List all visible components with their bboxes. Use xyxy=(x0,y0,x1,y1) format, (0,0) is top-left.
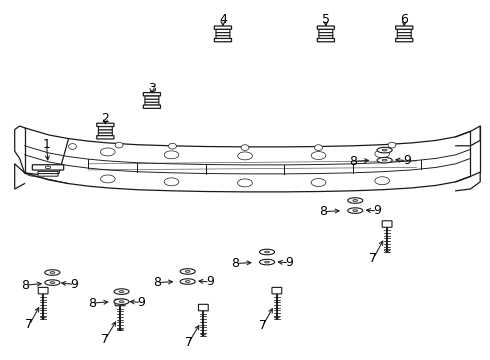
Text: 8: 8 xyxy=(319,205,327,218)
Ellipse shape xyxy=(353,200,358,201)
Ellipse shape xyxy=(50,282,55,283)
Ellipse shape xyxy=(180,279,195,284)
Text: 9: 9 xyxy=(285,256,293,269)
Circle shape xyxy=(169,143,176,149)
Ellipse shape xyxy=(45,280,60,285)
FancyBboxPatch shape xyxy=(215,26,232,29)
Text: 7: 7 xyxy=(101,333,109,346)
Text: 4: 4 xyxy=(219,13,227,26)
Ellipse shape xyxy=(100,148,115,156)
Ellipse shape xyxy=(164,151,179,159)
FancyBboxPatch shape xyxy=(319,32,333,36)
FancyBboxPatch shape xyxy=(97,123,114,126)
FancyBboxPatch shape xyxy=(38,171,58,174)
FancyBboxPatch shape xyxy=(98,127,112,130)
FancyBboxPatch shape xyxy=(216,30,230,33)
Circle shape xyxy=(315,145,322,150)
Ellipse shape xyxy=(238,152,252,160)
Ellipse shape xyxy=(375,177,390,185)
FancyBboxPatch shape xyxy=(216,32,230,36)
FancyBboxPatch shape xyxy=(38,174,58,176)
Ellipse shape xyxy=(382,159,387,161)
FancyBboxPatch shape xyxy=(215,39,232,42)
Text: 2: 2 xyxy=(101,112,109,125)
Ellipse shape xyxy=(260,249,274,255)
Text: 1: 1 xyxy=(43,138,50,150)
Ellipse shape xyxy=(114,299,129,305)
FancyBboxPatch shape xyxy=(32,165,64,170)
FancyBboxPatch shape xyxy=(318,39,335,42)
Circle shape xyxy=(241,145,249,150)
Ellipse shape xyxy=(377,157,392,163)
FancyBboxPatch shape xyxy=(396,26,413,29)
FancyBboxPatch shape xyxy=(115,299,125,306)
FancyBboxPatch shape xyxy=(145,96,159,99)
Ellipse shape xyxy=(119,291,124,292)
Ellipse shape xyxy=(375,150,390,158)
Ellipse shape xyxy=(311,179,326,186)
Ellipse shape xyxy=(353,210,358,211)
Ellipse shape xyxy=(45,270,60,275)
Text: 7: 7 xyxy=(259,319,267,332)
Ellipse shape xyxy=(46,166,50,169)
Ellipse shape xyxy=(114,289,129,294)
Circle shape xyxy=(69,144,76,149)
Ellipse shape xyxy=(377,147,392,153)
Text: 7: 7 xyxy=(185,336,193,349)
FancyBboxPatch shape xyxy=(98,133,112,136)
Ellipse shape xyxy=(185,271,190,272)
FancyBboxPatch shape xyxy=(397,30,411,33)
FancyBboxPatch shape xyxy=(145,99,159,102)
Ellipse shape xyxy=(238,179,252,187)
FancyBboxPatch shape xyxy=(272,287,282,294)
FancyBboxPatch shape xyxy=(143,105,161,108)
Text: 9: 9 xyxy=(206,275,214,288)
Text: 7: 7 xyxy=(369,252,377,265)
FancyBboxPatch shape xyxy=(396,39,413,42)
FancyBboxPatch shape xyxy=(97,136,114,139)
Ellipse shape xyxy=(265,261,270,263)
Ellipse shape xyxy=(348,208,363,213)
Text: 6: 6 xyxy=(400,13,408,26)
FancyBboxPatch shape xyxy=(216,36,230,39)
FancyBboxPatch shape xyxy=(38,287,48,294)
FancyBboxPatch shape xyxy=(397,32,411,36)
Text: 7: 7 xyxy=(25,318,33,331)
Ellipse shape xyxy=(119,301,124,302)
Text: 3: 3 xyxy=(148,82,156,95)
Ellipse shape xyxy=(185,281,190,282)
Text: 9: 9 xyxy=(71,278,78,291)
Ellipse shape xyxy=(311,152,326,159)
FancyBboxPatch shape xyxy=(319,30,333,33)
Text: 8: 8 xyxy=(153,276,161,289)
Text: 8: 8 xyxy=(349,155,357,168)
Text: 5: 5 xyxy=(322,13,330,26)
Text: 9: 9 xyxy=(373,204,381,217)
Text: 8: 8 xyxy=(88,297,96,310)
Ellipse shape xyxy=(382,149,387,151)
FancyBboxPatch shape xyxy=(98,130,112,133)
FancyBboxPatch shape xyxy=(318,26,335,29)
Circle shape xyxy=(388,142,396,148)
Ellipse shape xyxy=(265,251,270,253)
FancyBboxPatch shape xyxy=(319,36,333,39)
FancyBboxPatch shape xyxy=(198,304,208,311)
FancyBboxPatch shape xyxy=(382,221,392,227)
Ellipse shape xyxy=(164,178,179,186)
Text: 8: 8 xyxy=(22,279,29,292)
FancyBboxPatch shape xyxy=(397,36,411,39)
FancyBboxPatch shape xyxy=(145,102,159,105)
Text: 8: 8 xyxy=(231,257,239,270)
Ellipse shape xyxy=(260,259,274,265)
Ellipse shape xyxy=(348,198,363,203)
Ellipse shape xyxy=(100,175,115,183)
Circle shape xyxy=(115,142,123,148)
Ellipse shape xyxy=(50,272,55,273)
Ellipse shape xyxy=(180,269,195,274)
Text: 9: 9 xyxy=(137,296,145,309)
FancyBboxPatch shape xyxy=(143,93,161,96)
Text: 9: 9 xyxy=(403,154,411,167)
